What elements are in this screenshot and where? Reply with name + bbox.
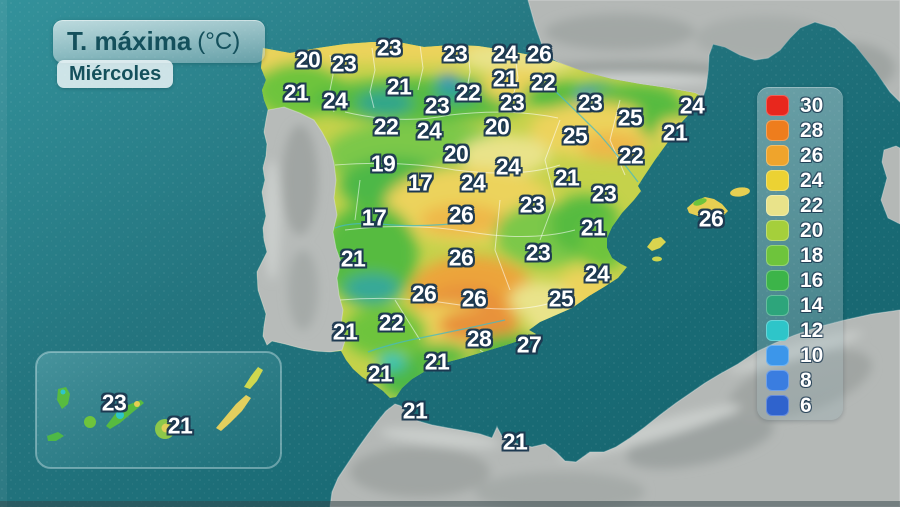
legend-value: 6 [800,393,812,417]
province-borders [328,44,626,360]
title-label: T. máxima [67,26,192,56]
el-hierro-island [47,432,64,441]
title-box: T. máxima (°C) [53,20,265,63]
legend-color-swatch [766,345,789,366]
lanzarote-island [244,367,263,389]
title-unit: (°C) [197,27,241,55]
legend-value: 14 [800,293,824,317]
fuerteventura-island [216,395,251,431]
legend-entry: 20 [766,218,843,243]
tenerife-island [106,400,144,429]
legend-color-swatch [766,220,789,241]
legend-entry: 28 [766,118,843,143]
temperature-legend: 30 28 26 24 22 20 18 16 14 12 10 8 6 [757,87,843,420]
rivers [334,87,639,353]
legend-entry: 8 [766,368,843,393]
legend-value: 8 [800,368,812,392]
legend-color-swatch [766,120,789,141]
legend-color-swatch [766,270,789,291]
legend-color-swatch [766,395,789,416]
legend-value: 30 [800,93,824,117]
bottom-strip [0,501,900,507]
legend-entry: 10 [766,343,843,368]
legend-value: 18 [800,243,824,267]
legend-color-swatch [766,195,789,216]
legend-value: 10 [800,343,824,367]
legend-entry: 22 [766,193,843,218]
formentera-island [652,256,662,262]
legend-value: 26 [800,143,824,167]
balearic-islands [647,187,750,262]
legend-color-swatch [766,370,789,391]
legend-value: 16 [800,268,824,292]
legend-value: 24 [800,168,824,192]
portugal-landmass [256,106,347,353]
legend-value: 28 [800,118,824,142]
legend-color-swatch [766,95,789,116]
legend-value: 22 [800,193,824,217]
legend-entry: 16 [766,268,843,293]
sardinia-landmass [880,145,900,225]
legend-color-swatch [766,145,789,166]
legend-entry: 14 [766,293,843,318]
legend-entry: 30 [766,93,843,118]
la-palma-island [57,387,70,409]
legend-entry: 26 [766,143,843,168]
legend-entry: 24 [766,168,843,193]
canary-inset [35,351,282,469]
menorca-island [730,187,750,197]
legend-color-swatch [766,245,789,266]
day-label: Miércoles [69,62,162,85]
day-label-box: Miércoles [57,60,174,88]
legend-entry: 12 [766,318,843,343]
legend-color-swatch [766,170,789,191]
legend-entry: 6 [766,393,843,418]
legend-rows: 30 28 26 24 22 20 18 16 14 12 10 8 6 [766,93,843,418]
la-gomera-island [84,416,96,428]
legend-value: 20 [800,218,824,242]
legend-color-swatch [766,320,789,341]
legend-entry: 18 [766,243,843,268]
ibiza-island [647,237,666,251]
legend-value: 12 [800,318,824,342]
legend-color-swatch [766,295,789,316]
